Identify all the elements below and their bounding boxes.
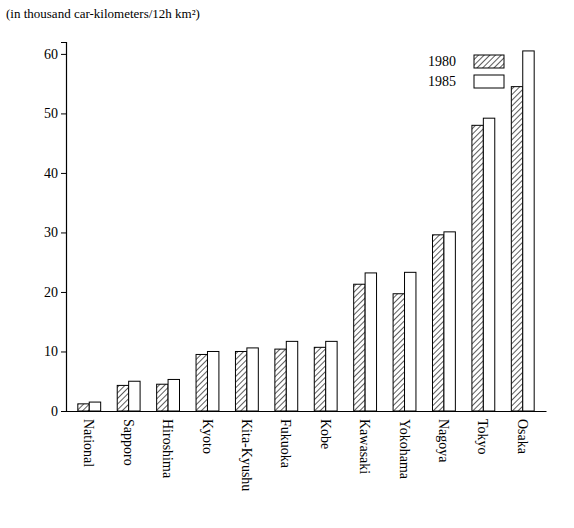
x-tick-label: Sapporo — [121, 419, 136, 466]
bar — [511, 87, 522, 411]
x-tick: Osaka — [515, 411, 530, 455]
x-tick: Kobe — [318, 411, 333, 449]
legend-swatch — [474, 55, 504, 68]
plot: 0 10 20 30 40 50 60 National Sapporo Hiroshima Kyo… — [44, 43, 547, 492]
y-tick: 40 — [44, 166, 66, 181]
bar — [207, 351, 218, 411]
bar — [393, 294, 404, 411]
x-tick: Kita-Kyushu — [239, 411, 254, 491]
x-tick: Tokyo — [475, 411, 490, 455]
y-tick: 50 — [44, 106, 66, 121]
y-tick: 60 — [44, 47, 66, 62]
x-tick-label: Kawasaki — [357, 419, 372, 474]
y-tick: 0 — [51, 404, 66, 419]
x-tick: Kawasaki — [357, 411, 372, 474]
y-tick-label: 20 — [44, 285, 58, 300]
legend-swatch — [474, 75, 504, 88]
bar — [523, 51, 534, 411]
bar — [157, 384, 168, 411]
x-tick-label: National — [81, 419, 96, 467]
y-tick-label: 0 — [51, 404, 58, 419]
y-tick-label: 30 — [44, 225, 58, 240]
y-tick-label: 60 — [44, 47, 58, 62]
x-tick-label: Tokyo — [475, 419, 490, 455]
y-tick-mark — [61, 232, 66, 233]
y-axis: 0 10 20 30 40 50 60 — [44, 43, 67, 419]
y-tick-label: 50 — [44, 106, 58, 121]
bar — [326, 341, 337, 411]
x-tick-label: Yokohama — [397, 419, 412, 480]
x-tick: Hiroshima — [160, 411, 175, 479]
bar — [235, 351, 246, 411]
x-tick: National — [81, 411, 96, 467]
bar — [275, 349, 286, 411]
y-tick: 10 — [44, 344, 66, 359]
bar — [168, 379, 179, 411]
legend-item: 1985 — [428, 74, 504, 89]
series-bars — [78, 87, 523, 411]
x-tick-label: Kobe — [318, 419, 333, 449]
legend-item: 1980 — [428, 54, 504, 69]
y-tick: 20 — [44, 285, 66, 300]
bar — [354, 284, 365, 411]
x-tick: Kyoto — [200, 411, 215, 454]
bar — [472, 125, 483, 411]
bar — [405, 272, 416, 411]
bar — [196, 354, 207, 411]
bar — [314, 347, 325, 411]
x-tick-label: Hiroshima — [160, 419, 175, 479]
y-tick-mark — [61, 411, 66, 412]
x-tick-label: Kita-Kyushu — [239, 419, 254, 491]
bar — [365, 273, 376, 411]
y-tick-mark — [61, 54, 66, 55]
x-tick: Yokohama — [397, 411, 412, 480]
y-tick: 30 — [44, 225, 66, 240]
y-tick-mark — [61, 292, 66, 293]
y-tick-label: 40 — [44, 166, 58, 181]
x-tick: Sapporo — [121, 411, 136, 466]
bar — [89, 402, 100, 411]
y-tick-mark — [61, 113, 66, 114]
series-bars — [89, 51, 534, 411]
x-tick-label: Osaka — [515, 419, 530, 455]
y-axis-title: (in thousand car-kilometers/12h km²) — [6, 6, 200, 21]
x-axis: National Sapporo Hiroshima Kyoto Kita-Kyushu… — [67, 411, 547, 491]
bar — [433, 235, 444, 411]
y-tick-mark — [61, 173, 66, 174]
chart: 0 10 20 30 40 50 60 National Sapporo Hiroshima Kyo… — [0, 0, 574, 528]
y-tick-mark — [61, 351, 66, 352]
bar — [129, 381, 140, 411]
bar — [247, 348, 258, 411]
x-tick-label: Kyoto — [200, 419, 215, 454]
x-tick-label: Nagoya — [436, 419, 451, 463]
bar — [117, 385, 128, 411]
y-tick-label: 10 — [44, 344, 58, 359]
y-axis-line — [61, 43, 67, 412]
x-tick: Fukuoka — [278, 411, 293, 469]
legend: 1980 1985 — [428, 54, 504, 89]
x-tick-label: Fukuoka — [278, 419, 293, 469]
legend-label: 1980 — [428, 54, 456, 69]
x-axis-line — [67, 411, 547, 412]
legend-label: 1985 — [428, 74, 456, 89]
bar — [444, 232, 455, 411]
x-tick: Nagoya — [436, 411, 451, 463]
bars — [78, 51, 534, 411]
bar — [78, 404, 89, 411]
bar — [483, 118, 494, 411]
bar — [286, 341, 297, 411]
